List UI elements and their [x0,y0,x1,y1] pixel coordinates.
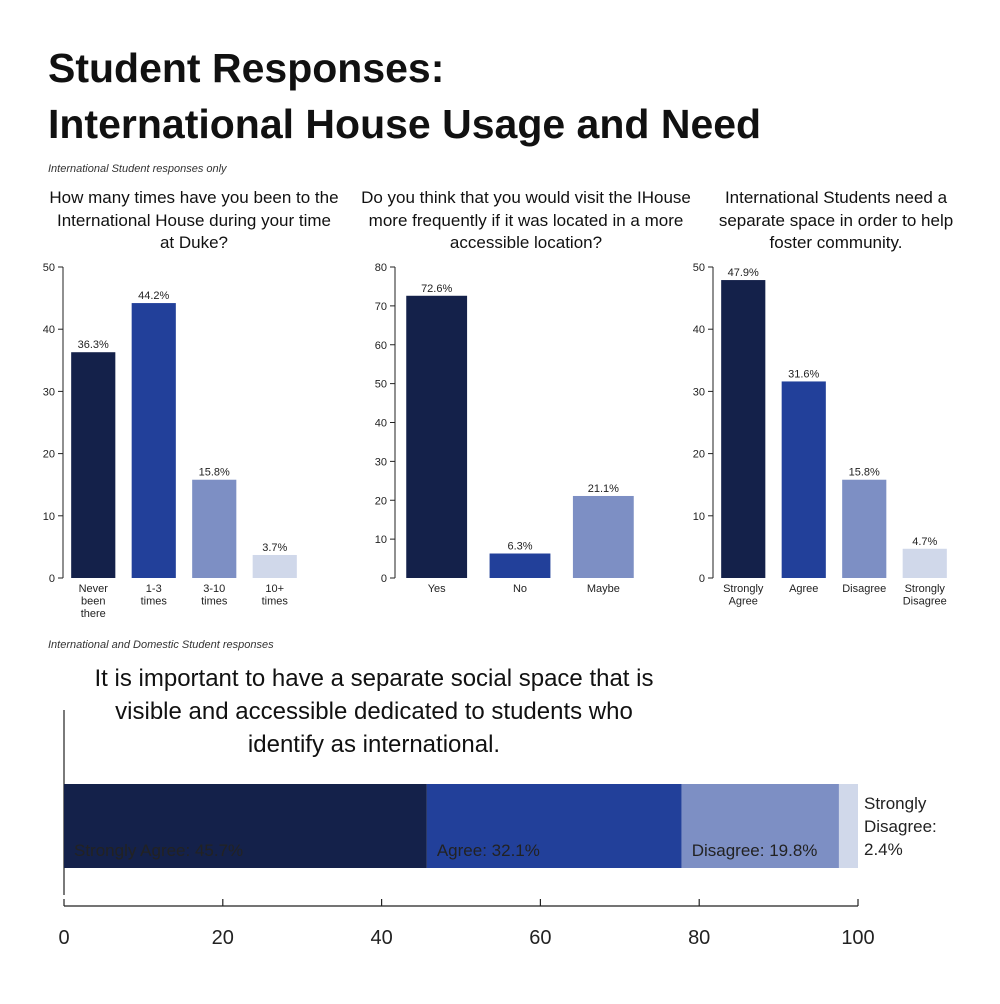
x-tick-label: 10+ times [262,583,289,608]
bar-segment [64,784,427,868]
y-tick-label: 10 [43,511,55,523]
value-label: Strongly Disagree: 2.4% [864,794,937,859]
y-tick-label: 80 [375,262,387,274]
value-label: 72.6% [421,283,452,295]
value-label: 15.8% [849,467,880,479]
bar [902,548,947,578]
y-tick-label: 70 [375,301,387,313]
title: Student Responses: [48,45,445,91]
x-tick-label: Maybe [587,583,620,595]
value-label: Agree: 32.1% [437,841,540,860]
x-tick-label: Strongly Agree [723,583,764,608]
value-label: 3.7% [262,542,287,554]
chart-title: It is important to have a separate socia… [94,665,654,758]
y-tick-label: 50 [375,379,387,391]
value-label: 15.8% [199,467,230,479]
y-tick-label: 0 [49,573,55,585]
value-label: 21.1% [588,483,619,495]
y-tick-label: 40 [693,324,705,336]
y-tick-label: 30 [375,456,387,468]
y-tick-label: 0 [699,573,705,585]
value-label: 47.9% [728,267,759,279]
y-tick-label: 10 [693,511,705,523]
title: International House Usage and Need [48,101,762,147]
x-tick-label: 0 [58,927,69,949]
x-tick-label: 40 [370,927,392,949]
bar-segment [426,784,682,868]
bar [252,554,297,578]
y-tick-label: 20 [693,449,705,461]
y-tick-label: 20 [43,449,55,461]
y-tick-label: 60 [375,340,387,352]
x-tick-label: 80 [688,927,710,949]
chart-title: Do you think that you would visit the IH… [361,188,691,252]
y-tick-label: 10 [375,534,387,546]
y-tick-label: 50 [43,262,55,274]
bar [489,553,551,578]
bar [192,479,237,578]
y-tick-label: 40 [43,324,55,336]
bar [406,295,468,578]
value-label: Strongly Agree: 45.7% [74,841,243,860]
value-label: 31.6% [788,368,819,380]
x-tick-label: 60 [529,927,551,949]
y-tick-label: 20 [375,495,387,507]
x-tick-label: Disagree [842,583,886,595]
note: International Student responses only [48,163,227,175]
bar [721,280,766,578]
bar-segment [838,784,858,868]
x-tick-label: 100 [841,927,874,949]
chart-title: International Students need a separate s… [718,188,954,252]
bar [71,352,116,578]
x-tick-label: 1-3 times [141,583,168,608]
x-tick-label: Agree [789,583,818,595]
chart-title: How many times have you been to the Inte… [49,188,339,252]
value-label: 36.3% [78,339,109,351]
bar [131,303,176,578]
bar [572,495,634,578]
x-tick-label: 3-10 times [201,583,228,608]
y-tick-label: 30 [693,386,705,398]
bar [842,479,887,578]
y-tick-label: 50 [693,262,705,274]
y-tick-label: 30 [43,386,55,398]
value-label: 4.7% [912,536,937,548]
x-tick-label: Never been there [79,583,109,620]
note: International and Domestic Student respo… [48,639,274,651]
bar-segment [681,784,839,868]
value-label: Disagree: 19.8% [692,841,818,860]
x-tick-label: Yes [428,583,446,595]
value-label: 6.3% [507,541,532,553]
x-tick-label: Strongly Disagree [903,583,947,608]
x-tick-label: No [513,583,527,595]
bar [781,381,826,578]
value-label: 44.2% [138,290,169,302]
y-tick-label: 40 [375,418,387,430]
y-tick-label: 0 [381,573,387,585]
x-tick-label: 20 [212,927,234,949]
